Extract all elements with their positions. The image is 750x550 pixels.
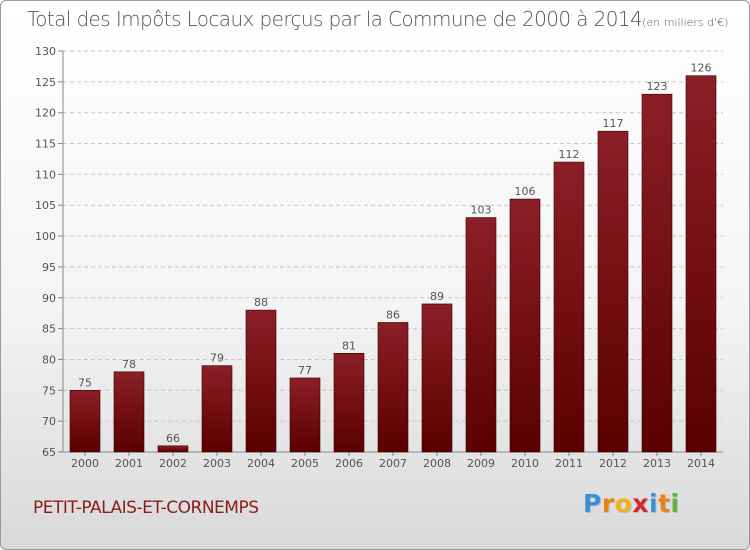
y-tick-label: 125 bbox=[35, 76, 56, 89]
y-tick-label: 80 bbox=[42, 353, 56, 366]
bar bbox=[641, 93, 673, 453]
x-tick-label: 2000 bbox=[71, 457, 99, 470]
bar bbox=[377, 322, 409, 453]
bar bbox=[245, 309, 277, 453]
x-tick-label: 2011 bbox=[555, 457, 583, 470]
logo-letter: x bbox=[632, 489, 649, 518]
bar bbox=[685, 75, 717, 453]
proxiti-logo: Proxiti bbox=[583, 489, 680, 518]
logo-letter: t bbox=[658, 489, 671, 518]
logo-letter: o bbox=[614, 489, 633, 518]
bar bbox=[69, 390, 101, 453]
bars bbox=[69, 75, 717, 453]
data-label: 126 bbox=[691, 62, 712, 75]
x-tick-label: 2005 bbox=[291, 457, 319, 470]
x-tick-label: 2008 bbox=[423, 457, 451, 470]
logo-letter: P bbox=[583, 489, 602, 518]
x-tick-label: 2003 bbox=[203, 457, 231, 470]
bar bbox=[465, 217, 497, 453]
data-label: 112 bbox=[559, 148, 580, 161]
data-label: 77 bbox=[298, 364, 312, 377]
y-tick-label: 130 bbox=[35, 45, 56, 58]
logo-letter: i bbox=[670, 489, 680, 518]
y-tick-label: 120 bbox=[35, 107, 56, 120]
bar bbox=[289, 377, 321, 453]
labels: 65 70 75 80 85 90 95 100 105 110 115 120 125 130 75 200… bbox=[35, 45, 715, 470]
bar bbox=[157, 445, 189, 453]
y-tick-label: 100 bbox=[35, 230, 56, 243]
bar bbox=[553, 161, 585, 453]
data-label: 123 bbox=[647, 80, 668, 93]
y-tick-label: 75 bbox=[42, 384, 56, 397]
data-label: 89 bbox=[430, 290, 444, 303]
bar bbox=[421, 303, 453, 453]
bar bbox=[201, 365, 233, 453]
y-tick-label: 115 bbox=[35, 138, 56, 151]
y-tick-label: 95 bbox=[42, 261, 56, 274]
x-tick-label: 2004 bbox=[247, 457, 275, 470]
y-tick-label: 70 bbox=[42, 415, 56, 428]
data-label: 78 bbox=[122, 358, 136, 371]
y-tick-label: 110 bbox=[35, 168, 56, 181]
chart-subtitle: (en milliers d'€) bbox=[642, 16, 729, 29]
x-tick-label: 2013 bbox=[643, 457, 671, 470]
y-tick-label: 85 bbox=[42, 323, 56, 336]
data-label: 117 bbox=[603, 117, 624, 130]
data-label: 66 bbox=[166, 432, 180, 445]
data-label: 106 bbox=[515, 185, 536, 198]
x-tick-label: 2001 bbox=[115, 457, 143, 470]
x-tick-label: 2014 bbox=[687, 457, 715, 470]
bar bbox=[509, 198, 541, 453]
data-label: 81 bbox=[342, 339, 356, 352]
x-tick-label: 2002 bbox=[159, 457, 187, 470]
x-tick-label: 2012 bbox=[599, 457, 627, 470]
commune-name: PETIT-PALAIS-ET-CORNEMPS bbox=[33, 498, 259, 518]
data-label: 75 bbox=[78, 376, 92, 389]
y-tick-label: 65 bbox=[42, 446, 56, 459]
y-tick-label: 90 bbox=[42, 292, 56, 305]
bar bbox=[333, 352, 365, 453]
x-tick-label: 2006 bbox=[335, 457, 363, 470]
data-label: 103 bbox=[471, 204, 492, 217]
data-label: 86 bbox=[386, 308, 400, 321]
chart-title: Total des Impôts Locaux perçus par la Co… bbox=[27, 7, 728, 31]
data-label: 79 bbox=[210, 352, 224, 365]
logo-letter: i bbox=[649, 489, 659, 518]
data-label: 88 bbox=[254, 296, 268, 309]
logo-letter: r bbox=[601, 489, 615, 518]
chart-title-text: Total des Impôts Locaux perçus par la Co… bbox=[27, 7, 643, 31]
bar bbox=[597, 130, 629, 453]
bar bbox=[113, 371, 145, 453]
x-tick-label: 2007 bbox=[379, 457, 407, 470]
x-tick-label: 2009 bbox=[467, 457, 495, 470]
x-tick-label: 2010 bbox=[511, 457, 539, 470]
y-tick-label: 105 bbox=[35, 199, 56, 212]
